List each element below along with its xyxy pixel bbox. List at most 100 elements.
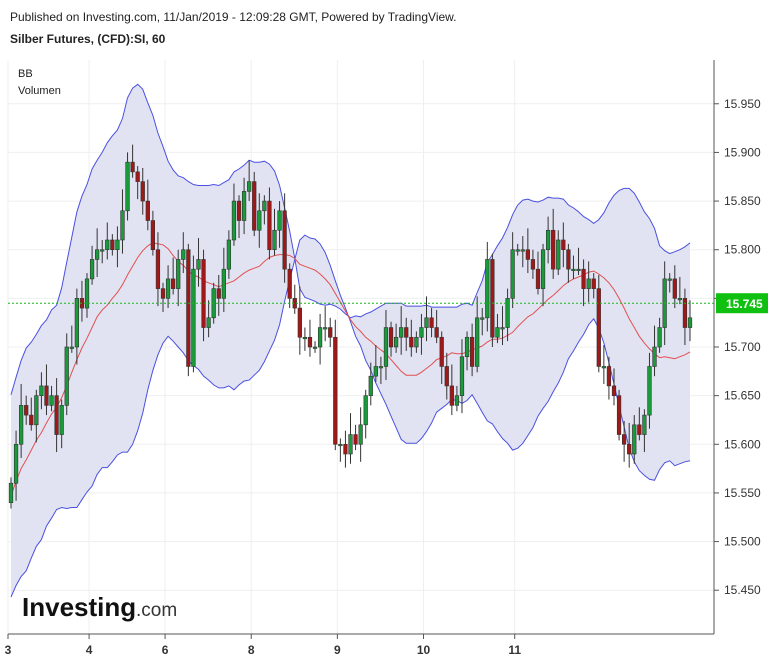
candle-body bbox=[176, 259, 181, 289]
candle-body bbox=[74, 298, 79, 348]
candle-body bbox=[677, 298, 682, 301]
candle-down bbox=[561, 222, 566, 268]
candle-body bbox=[84, 278, 90, 309]
candle-up bbox=[64, 333, 69, 416]
candle-body bbox=[576, 268, 581, 271]
candle-down bbox=[186, 243, 191, 377]
candle-body bbox=[150, 220, 156, 251]
y-tick-label: 15.650 bbox=[724, 389, 761, 403]
candle-down bbox=[24, 395, 29, 425]
candle-down bbox=[44, 364, 49, 416]
candle-up bbox=[206, 300, 211, 338]
candle-down bbox=[292, 284, 297, 314]
candle-down bbox=[404, 317, 409, 351]
candle-body bbox=[363, 395, 368, 426]
candle-down bbox=[297, 286, 302, 355]
candle-down bbox=[429, 308, 434, 338]
candle-up bbox=[272, 208, 277, 256]
candle-up bbox=[424, 296, 429, 342]
candle-body bbox=[236, 200, 242, 221]
candle-up bbox=[317, 313, 323, 365]
candle-up bbox=[485, 241, 490, 332]
y-axis[interactable]: 15.95015.90015.85015.80015.75015.70015.6… bbox=[714, 97, 761, 597]
candle-body bbox=[282, 210, 287, 270]
candle-up bbox=[165, 265, 171, 309]
candle-up bbox=[510, 232, 515, 309]
candle-up bbox=[231, 183, 237, 246]
candle-body bbox=[115, 239, 120, 251]
candle-up bbox=[399, 306, 404, 355]
y-tick-label: 15.550 bbox=[724, 486, 761, 500]
candle-down bbox=[637, 407, 642, 441]
candle-body bbox=[110, 239, 115, 251]
candle-body bbox=[49, 395, 54, 406]
candle-down bbox=[490, 253, 495, 347]
candle-body bbox=[672, 278, 677, 299]
x-axis[interactable]: 3 4 6 8 9 10 11 bbox=[5, 634, 522, 657]
candle-body bbox=[34, 395, 39, 426]
candle-up bbox=[571, 255, 576, 279]
candle-body bbox=[317, 327, 323, 348]
candle-body bbox=[19, 405, 24, 445]
candle-up bbox=[302, 327, 308, 351]
candle-down bbox=[439, 331, 444, 384]
candle-up bbox=[191, 255, 196, 373]
candle-body bbox=[247, 181, 252, 192]
candle-body bbox=[500, 327, 505, 330]
candle-up bbox=[181, 232, 186, 274]
candle-up bbox=[505, 288, 510, 342]
candle-up bbox=[221, 247, 226, 312]
candle-down bbox=[236, 195, 242, 239]
candle-body bbox=[287, 268, 292, 299]
candle-up bbox=[247, 160, 252, 202]
candle-down bbox=[581, 259, 586, 307]
candle-body bbox=[262, 200, 267, 212]
bollinger-lower-band bbox=[10, 234, 691, 598]
candle-down bbox=[388, 321, 394, 357]
candle-down bbox=[201, 249, 206, 342]
candle-body bbox=[145, 200, 150, 221]
candle-body bbox=[581, 268, 586, 289]
candle-body bbox=[130, 161, 135, 173]
candle-body bbox=[480, 317, 485, 320]
candle-body bbox=[323, 327, 328, 330]
candle-body bbox=[186, 249, 191, 367]
candle-up bbox=[59, 399, 64, 449]
y-tick-label: 15.700 bbox=[724, 340, 761, 354]
candle-body bbox=[510, 249, 515, 299]
candle-body bbox=[297, 307, 302, 338]
candle-up bbox=[89, 245, 95, 285]
candle-body bbox=[591, 278, 596, 289]
candle-body bbox=[490, 259, 495, 338]
candle-up bbox=[13, 430, 19, 501]
candle-up bbox=[500, 306, 505, 346]
candle-down bbox=[216, 275, 221, 316]
candle-up bbox=[105, 222, 110, 260]
candle-body bbox=[652, 346, 657, 367]
candle-down bbox=[627, 422, 632, 468]
candle-body bbox=[348, 434, 353, 455]
candle-down bbox=[353, 424, 358, 451]
candle-up bbox=[125, 152, 130, 221]
candle-body bbox=[343, 443, 348, 455]
candle-up bbox=[475, 296, 480, 373]
candle-body bbox=[160, 288, 166, 299]
candle-down bbox=[606, 356, 612, 400]
candle-down bbox=[343, 430, 348, 468]
candle-body bbox=[459, 356, 465, 396]
candle-body bbox=[171, 278, 176, 289]
y-tick-label: 15.900 bbox=[724, 145, 761, 159]
candle-up bbox=[95, 228, 100, 277]
candle-down bbox=[333, 319, 338, 451]
candle-body bbox=[181, 249, 186, 260]
candle-body bbox=[231, 200, 237, 241]
candle-up bbox=[419, 313, 424, 355]
candle-body bbox=[105, 239, 110, 251]
candle-body bbox=[540, 249, 546, 289]
candle-body bbox=[312, 346, 318, 349]
candle-body bbox=[277, 210, 282, 231]
candle-up bbox=[348, 413, 353, 464]
candle-body bbox=[302, 336, 308, 340]
candle-body bbox=[241, 191, 247, 221]
